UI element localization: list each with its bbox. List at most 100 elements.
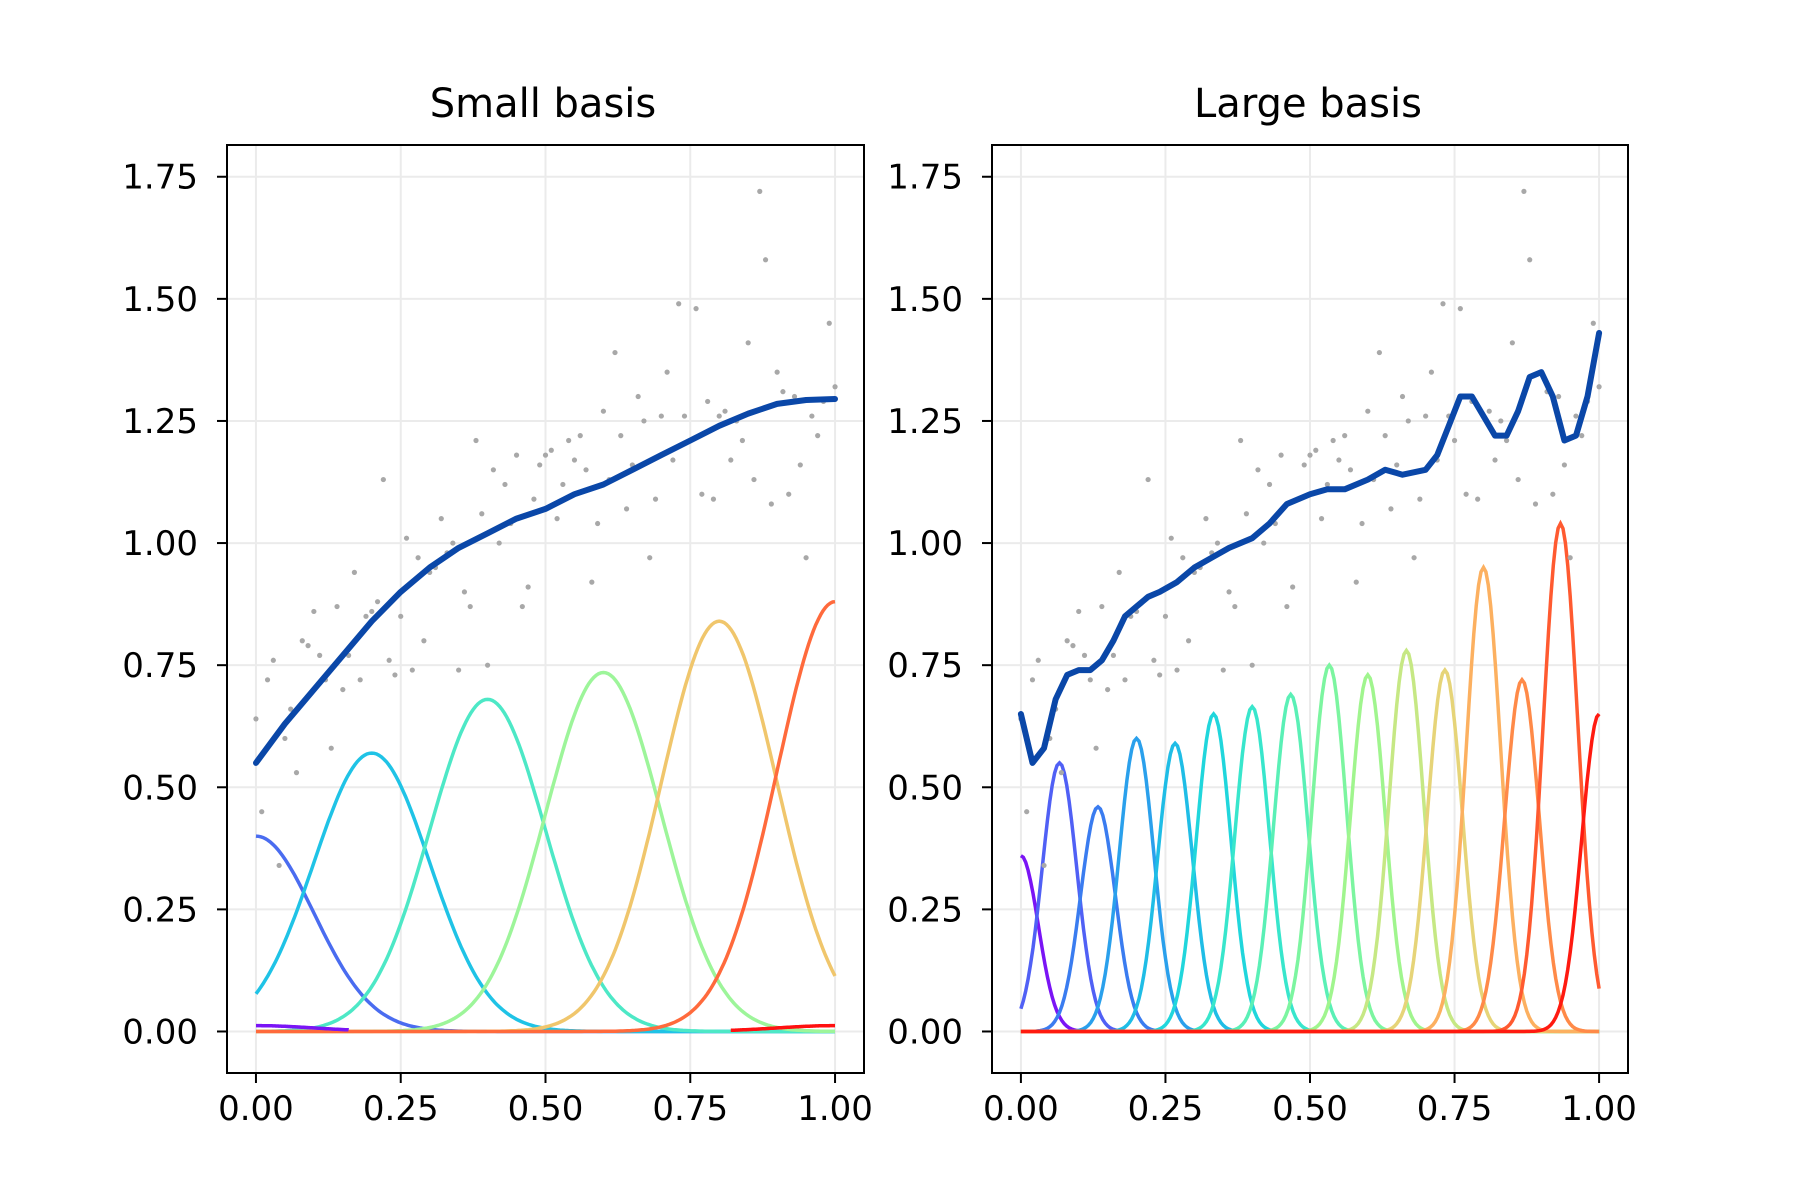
data-point-73 <box>676 301 682 307</box>
fit-line-large <box>1017 330 1603 766</box>
data-point-38 <box>1238 437 1244 444</box>
data-point-57 <box>1347 467 1354 473</box>
data-point-25 <box>398 613 404 619</box>
data-point-59 <box>595 520 601 527</box>
data-point-9 <box>305 643 311 649</box>
data-point-77 <box>699 491 705 497</box>
data-point-97 <box>815 433 821 439</box>
data-point-12 <box>1087 677 1093 683</box>
data-point-71 <box>1428 369 1435 375</box>
data-point-84 <box>1503 437 1510 444</box>
data-point-56 <box>577 433 583 439</box>
data-point-32 <box>438 516 444 522</box>
x-tick-label-1: 0.25 <box>363 1089 439 1129</box>
data-point-93 <box>1556 393 1562 400</box>
x-tick-label-0: 0.00 <box>218 1089 294 1129</box>
data-point-82 <box>1492 457 1498 463</box>
data-point-66 <box>635 393 641 400</box>
data-point-15 <box>1105 686 1111 693</box>
y-tick-label-4: 1.00 <box>887 524 963 564</box>
y-tick-label-7: 1.75 <box>122 158 198 198</box>
basis-curve-6 <box>256 1023 350 1032</box>
data-point-69 <box>1417 496 1423 502</box>
fit-curve <box>253 396 838 766</box>
data-point-24 <box>1157 672 1163 678</box>
data-point-36 <box>1226 589 1232 595</box>
data-point-91 <box>780 389 786 395</box>
data-point-35 <box>456 667 462 673</box>
data-point-40 <box>1249 662 1255 668</box>
data-point-39 <box>1243 511 1249 517</box>
data-point-67 <box>1405 418 1411 424</box>
data-point-52 <box>554 516 560 522</box>
data-point-83 <box>1498 418 1504 424</box>
data-point-96 <box>1573 413 1579 419</box>
data-point-70 <box>658 413 664 419</box>
data-point-38 <box>473 437 479 444</box>
data-point-50 <box>1307 452 1313 458</box>
data-point-63 <box>618 433 624 439</box>
data-point-27 <box>1174 667 1180 673</box>
x-tick-label-2: 0.50 <box>1272 1089 1348 1129</box>
y-tick-label-1: 0.25 <box>887 890 963 930</box>
data-point-50 <box>542 452 549 458</box>
x-tick-label-1: 0.25 <box>1128 1089 1204 1129</box>
data-point-9 <box>1070 643 1076 649</box>
data-point-60 <box>1365 408 1371 414</box>
data-point-92 <box>786 491 792 497</box>
data-point-64 <box>1388 506 1394 512</box>
basis-lines-large <box>1019 519 1601 1034</box>
data-point-28 <box>415 555 421 561</box>
data-point-42 <box>1261 540 1267 546</box>
data-point-95 <box>803 555 809 561</box>
data-point-32 <box>1203 516 1209 522</box>
data-point-67 <box>641 418 647 424</box>
data-point-96 <box>809 413 815 419</box>
data-point-20 <box>369 608 375 615</box>
data-point-75 <box>1451 437 1458 444</box>
data-point-40 <box>484 662 491 668</box>
data-point-19 <box>363 613 369 619</box>
chart-title-large-basis: Large basis <box>1194 81 1422 127</box>
data-point-26 <box>403 535 410 541</box>
data-point-3 <box>1035 657 1041 663</box>
data-point-86 <box>751 476 757 483</box>
basis-curve-7 <box>730 1023 835 1033</box>
data-point-8 <box>1064 638 1070 644</box>
data-point-100 <box>832 384 838 390</box>
data-point-3 <box>270 657 276 663</box>
data-point-10 <box>311 608 317 615</box>
data-point-37 <box>1232 603 1238 610</box>
data-point-15 <box>340 686 346 693</box>
x-tick-label-0: 0.00 <box>983 1089 1059 1129</box>
data-point-81 <box>722 408 728 414</box>
data-point-78 <box>705 398 711 405</box>
data-point-68 <box>647 555 653 561</box>
data-point-24 <box>392 672 398 678</box>
panel-large-basis: 0.00 0.25 0.50 0.75 1.00 0.00 0.25 0.50 0.75 1.00… <box>887 81 1637 1129</box>
data-point-43 <box>502 481 508 488</box>
grid-large-basis <box>992 145 1628 1073</box>
data-point-99 <box>826 320 832 326</box>
x-tick-label-3: 0.75 <box>652 1089 728 1129</box>
data-point-14 <box>1099 603 1105 610</box>
y-tick-label-5: 1.25 <box>887 402 963 442</box>
basis-lines-small <box>254 599 837 1034</box>
data-point-88 <box>762 257 769 263</box>
data-point-73 <box>1440 301 1446 307</box>
y-tick-label-3: 0.75 <box>122 646 198 686</box>
data-point-18 <box>1122 677 1128 683</box>
fit-line-small <box>253 396 838 766</box>
data-point-1 <box>259 809 265 815</box>
y-tick-label-1: 0.25 <box>122 890 198 930</box>
data-point-29 <box>1185 638 1192 644</box>
data-point-94 <box>797 462 803 468</box>
data-point-72 <box>670 457 676 463</box>
data-point-41 <box>490 467 496 473</box>
data-point-46 <box>1284 603 1290 610</box>
data-point-87 <box>1521 188 1527 194</box>
data-point-17 <box>351 569 357 575</box>
data-point-55 <box>1336 457 1342 463</box>
data-point-89 <box>1532 501 1539 507</box>
y-tick-label-4: 1.00 <box>122 524 198 564</box>
